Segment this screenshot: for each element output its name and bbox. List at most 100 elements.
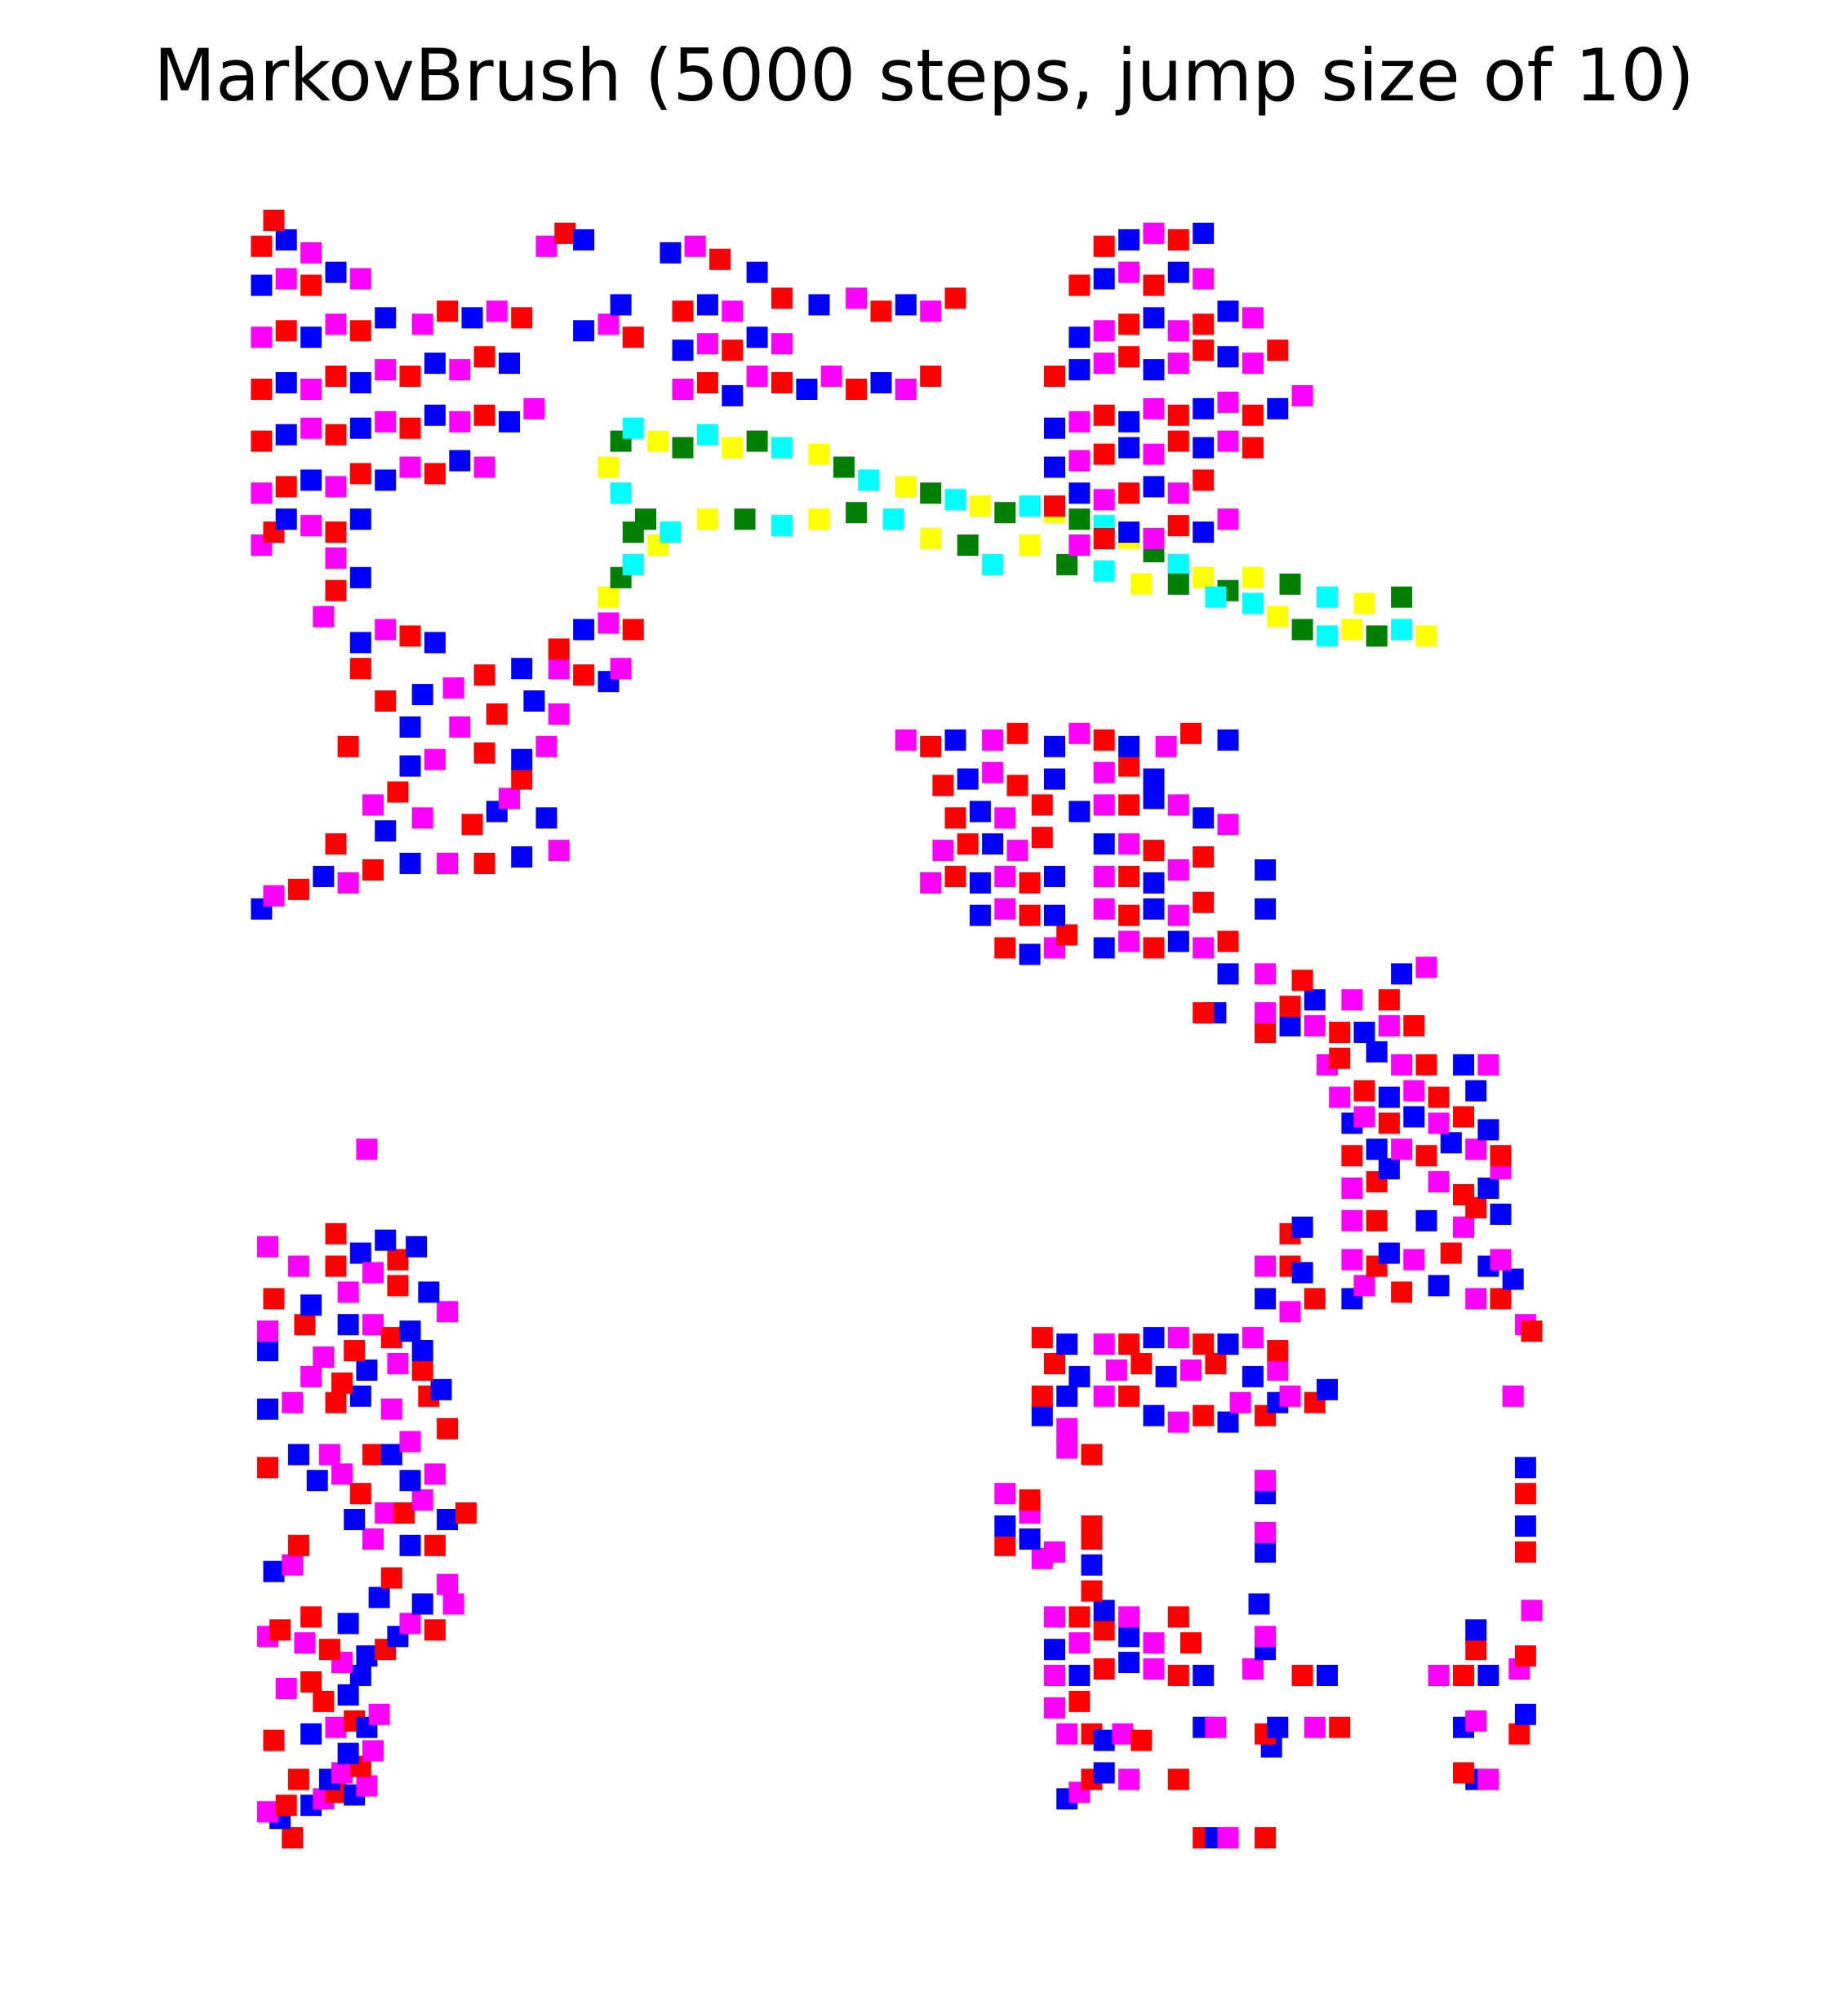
scatter-point: [400, 366, 421, 387]
scatter-point: [1218, 931, 1239, 952]
scatter-point: [1044, 866, 1065, 887]
scatter-point: [307, 1470, 328, 1491]
scatter-point: [1094, 561, 1115, 582]
scatter-point: [1317, 625, 1338, 646]
scatter-point: [499, 411, 520, 433]
scatter-point: [957, 535, 979, 556]
scatter-point: [883, 508, 904, 530]
scatter-point: [350, 418, 371, 439]
scatter-point: [1304, 1288, 1326, 1309]
scatter-point: [282, 1392, 303, 1413]
scatter-point: [1118, 1626, 1139, 1647]
scatter-point: [375, 820, 396, 841]
scatter-point: [1218, 963, 1239, 984]
scatter-point: [1255, 1022, 1276, 1043]
scatter-point: [449, 411, 470, 433]
scatter-point: [1118, 833, 1139, 854]
scatter-point: [1068, 723, 1090, 744]
scatter-point: [1082, 1444, 1103, 1465]
scatter-point: [375, 690, 396, 712]
scatter-point: [437, 300, 458, 322]
scatter-point: [1168, 794, 1189, 815]
scatter-point: [1068, 1691, 1090, 1712]
scatter-point: [970, 801, 991, 822]
scatter-point: [1267, 1360, 1288, 1381]
scatter-point: [350, 1243, 371, 1264]
scatter-point: [1453, 1217, 1474, 1238]
scatter-point: [362, 1529, 384, 1550]
scatter-point: [1118, 736, 1139, 757]
scatter-point: [326, 424, 347, 446]
scatter-point: [1156, 736, 1177, 757]
scatter-point: [685, 236, 706, 257]
scatter-point: [282, 1555, 303, 1576]
scatter-point: [1292, 619, 1313, 641]
scatter-point: [1032, 1386, 1053, 1407]
scatter-point: [1218, 300, 1239, 322]
scatter-point: [1193, 223, 1214, 244]
scatter-point: [1056, 1418, 1077, 1440]
scatter-point: [796, 379, 817, 400]
scatter-point: [1068, 535, 1090, 556]
scatter-point: [387, 1275, 408, 1296]
scatter-point: [1144, 476, 1165, 497]
scatter-point: [1428, 1275, 1450, 1296]
scatter-point: [1044, 1353, 1065, 1374]
scatter-point: [1329, 1022, 1350, 1043]
scatter-point: [1416, 1145, 1437, 1166]
scatter-point: [1503, 1386, 1524, 1407]
scatter-point: [1193, 567, 1214, 588]
scatter-point: [1379, 989, 1400, 1010]
scatter-point: [1044, 418, 1065, 439]
scatter-point: [1280, 1386, 1301, 1407]
scatter-point: [300, 379, 322, 400]
scatter-point: [406, 1236, 427, 1258]
scatter-point: [1020, 872, 1041, 894]
scatter-point: [1255, 859, 1276, 881]
scatter-point: [300, 1724, 322, 1745]
scatter-point: [400, 1320, 421, 1342]
scatter-point: [412, 1489, 433, 1511]
scatter-point: [1118, 1652, 1139, 1673]
scatter-point: [994, 866, 1015, 887]
scatter-point: [1453, 1665, 1474, 1686]
scatter-point: [424, 353, 446, 374]
scatter-point: [387, 1353, 408, 1374]
scatter-point: [1094, 730, 1115, 751]
scatter-point: [1168, 1606, 1189, 1627]
scatter-point: [251, 431, 272, 452]
scatter-point: [1304, 989, 1326, 1010]
scatter-point: [809, 295, 830, 316]
cluster-center-right-mesh: [895, 723, 1276, 965]
scatter-point: [523, 690, 544, 712]
scatter-point: [970, 872, 991, 894]
scatter-point: [1118, 411, 1139, 433]
scatter-point: [982, 554, 1003, 575]
scatter-point: [957, 769, 979, 790]
scatter-point: [1094, 528, 1115, 549]
scatter-point: [375, 619, 396, 641]
scatter-point: [1094, 353, 1115, 374]
scatter-point: [573, 320, 594, 341]
scatter-point: [1118, 346, 1139, 367]
scatter-point: [1242, 437, 1264, 459]
scatter-point: [313, 1691, 334, 1712]
scatter-point: [300, 326, 322, 348]
scatter-point: [1118, 1333, 1139, 1355]
cluster-top-right-loop: [994, 1327, 1542, 1848]
scatter-point: [511, 658, 532, 679]
scatter-point: [821, 366, 842, 387]
scatter-point: [1477, 1119, 1499, 1140]
scatter-point: [1341, 989, 1362, 1010]
scatter-point: [994, 938, 1015, 959]
scatter-point: [1068, 508, 1090, 530]
scatter-point: [982, 730, 1003, 751]
scatter-point: [1391, 1281, 1412, 1302]
scatter-point: [982, 762, 1003, 783]
scatter-point: [400, 717, 421, 738]
scatter-point: [257, 1320, 278, 1342]
scatter-point: [1144, 528, 1165, 549]
scatter-point: [350, 1386, 371, 1407]
scatter-point: [300, 469, 322, 490]
